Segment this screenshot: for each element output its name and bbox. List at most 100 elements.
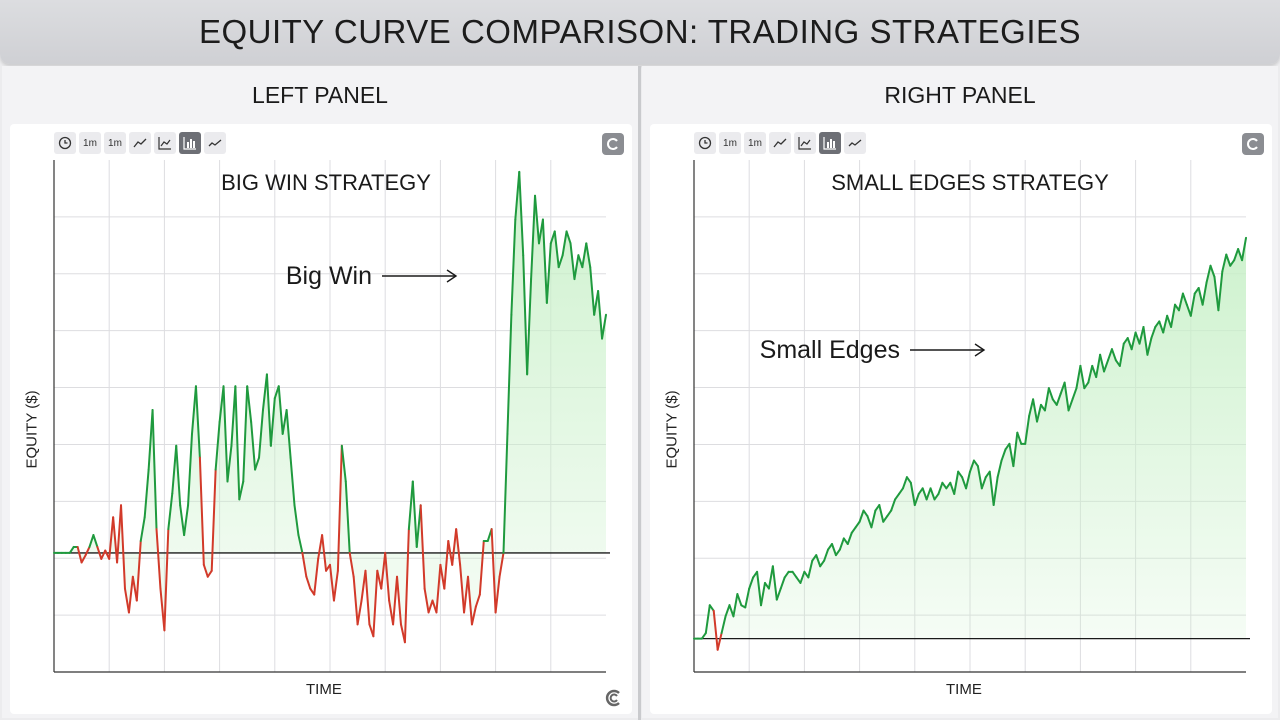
equity-segment: [862, 509, 869, 518]
equity-segment: [352, 575, 359, 626]
chart-title: BIG WIN STRATEGY: [221, 170, 431, 195]
equity-segment: [601, 313, 607, 340]
equity-segment: [744, 587, 751, 609]
equity-segment: [1043, 387, 1050, 412]
equity-segment: [301, 551, 308, 578]
trend-icon[interactable]: [844, 132, 866, 154]
equity-segment: [474, 593, 481, 608]
timeframe-button[interactable]: 1m: [744, 132, 766, 154]
equity-segment: [894, 492, 901, 501]
equity-segment: [1205, 264, 1212, 284]
equity-segment: [340, 444, 347, 483]
equity-segment: [1233, 248, 1240, 262]
equity-segment: [68, 545, 75, 554]
bar-chart-icon[interactable]: [179, 132, 201, 154]
equity-segment: [258, 409, 264, 459]
equity-curve: [53, 170, 607, 644]
equity-segment: [411, 480, 418, 548]
equity-segment: [175, 444, 182, 507]
equity-segment: [1095, 353, 1102, 379]
equity-segment: [1197, 287, 1204, 306]
clock-icon[interactable]: [54, 132, 76, 154]
line-chart-icon[interactable]: [129, 132, 151, 154]
equity-segment: [1087, 364, 1094, 384]
equity-segment: [1047, 387, 1054, 401]
timeframe-button[interactable]: 1m: [104, 132, 126, 154]
equity-segment: [191, 385, 197, 435]
equity-segment: [585, 242, 592, 269]
area-chart-icon[interactable]: [794, 132, 816, 154]
trend-icon[interactable]: [204, 132, 226, 154]
equity-segment: [1000, 448, 1007, 462]
equity-segment: [194, 385, 201, 459]
equity-segment: [506, 313, 513, 435]
equity-segment: [1110, 348, 1117, 362]
equity-segment: [980, 476, 987, 490]
equity-segment: [167, 492, 174, 531]
equity-segment: [297, 534, 304, 554]
equity-segment: [329, 563, 335, 602]
equity-segment: [732, 593, 739, 618]
line-chart-icon[interactable]: [769, 132, 791, 154]
equity-segment: [1008, 442, 1015, 468]
timeframe-button[interactable]: 1m: [719, 132, 741, 154]
equity-segment: [901, 476, 908, 490]
equity-segment: [597, 289, 604, 340]
equity-segment: [171, 444, 178, 495]
equity-segment: [815, 554, 822, 568]
equity-segment: [120, 504, 126, 590]
equity-segment: [1107, 348, 1113, 362]
equity-segment: [455, 528, 462, 566]
bar-chart-icon[interactable]: [819, 132, 841, 154]
equity-segment: [779, 576, 786, 590]
equity-segment: [1209, 264, 1216, 278]
equity-segment: [155, 528, 162, 590]
equity-segment: [210, 468, 217, 572]
panel-divider: [638, 66, 641, 720]
equity-segment: [704, 604, 711, 635]
clock-icon[interactable]: [694, 132, 716, 154]
right-panel: RIGHT PANEL SMALL EDGES STRATEGY Small Ed…: [642, 66, 1278, 718]
equity-segment: [265, 373, 272, 447]
equity-segment: [1181, 292, 1188, 306]
refresh-icon[interactable]: [1242, 133, 1264, 155]
equity-segment: [712, 609, 719, 651]
equity-segment: [846, 531, 853, 545]
equity-segment: [317, 534, 324, 560]
equity-segment: [183, 504, 190, 537]
equity-segment: [1217, 270, 1224, 312]
annotation-label: Big Win: [286, 262, 372, 290]
equity-segment: [518, 170, 525, 257]
equity-segment: [502, 432, 509, 554]
equity-segment: [123, 587, 130, 614]
refresh-icon[interactable]: [602, 133, 624, 155]
equity-segment: [96, 545, 103, 560]
equity-segment: [1083, 381, 1090, 390]
equity-segment: [254, 456, 261, 471]
equity-segment: [336, 444, 343, 572]
equity-segment: [380, 551, 387, 590]
equity-segment: [1103, 359, 1109, 373]
equity-segment: [771, 565, 778, 601]
timeframe-button[interactable]: 1m: [79, 132, 101, 154]
equity-segment: [965, 470, 971, 490]
area-chart-icon[interactable]: [154, 132, 176, 154]
left-chart-card: BIG WIN STRATEGY Big Win 1m 1m EQUITY: [10, 124, 632, 714]
equity-segment: [925, 487, 932, 501]
equity-segment: [724, 604, 731, 618]
left-chart-toolbar: 1m 1m: [54, 132, 226, 154]
equity-segment: [1067, 398, 1074, 412]
equity-segment: [100, 549, 107, 560]
equity-segment: [878, 504, 885, 523]
equity-segment: [1158, 320, 1165, 334]
equity-segment: [498, 551, 505, 578]
equity-segment: [1036, 403, 1042, 423]
equity-segment: [321, 534, 328, 572]
equity-segment: [478, 540, 485, 596]
equity-segment: [937, 481, 944, 495]
equity-segment: [443, 540, 450, 590]
equity-segment: [76, 545, 83, 564]
equity-segment: [581, 242, 588, 269]
equity-segment: [242, 385, 249, 483]
equity-segment: [1130, 331, 1137, 351]
